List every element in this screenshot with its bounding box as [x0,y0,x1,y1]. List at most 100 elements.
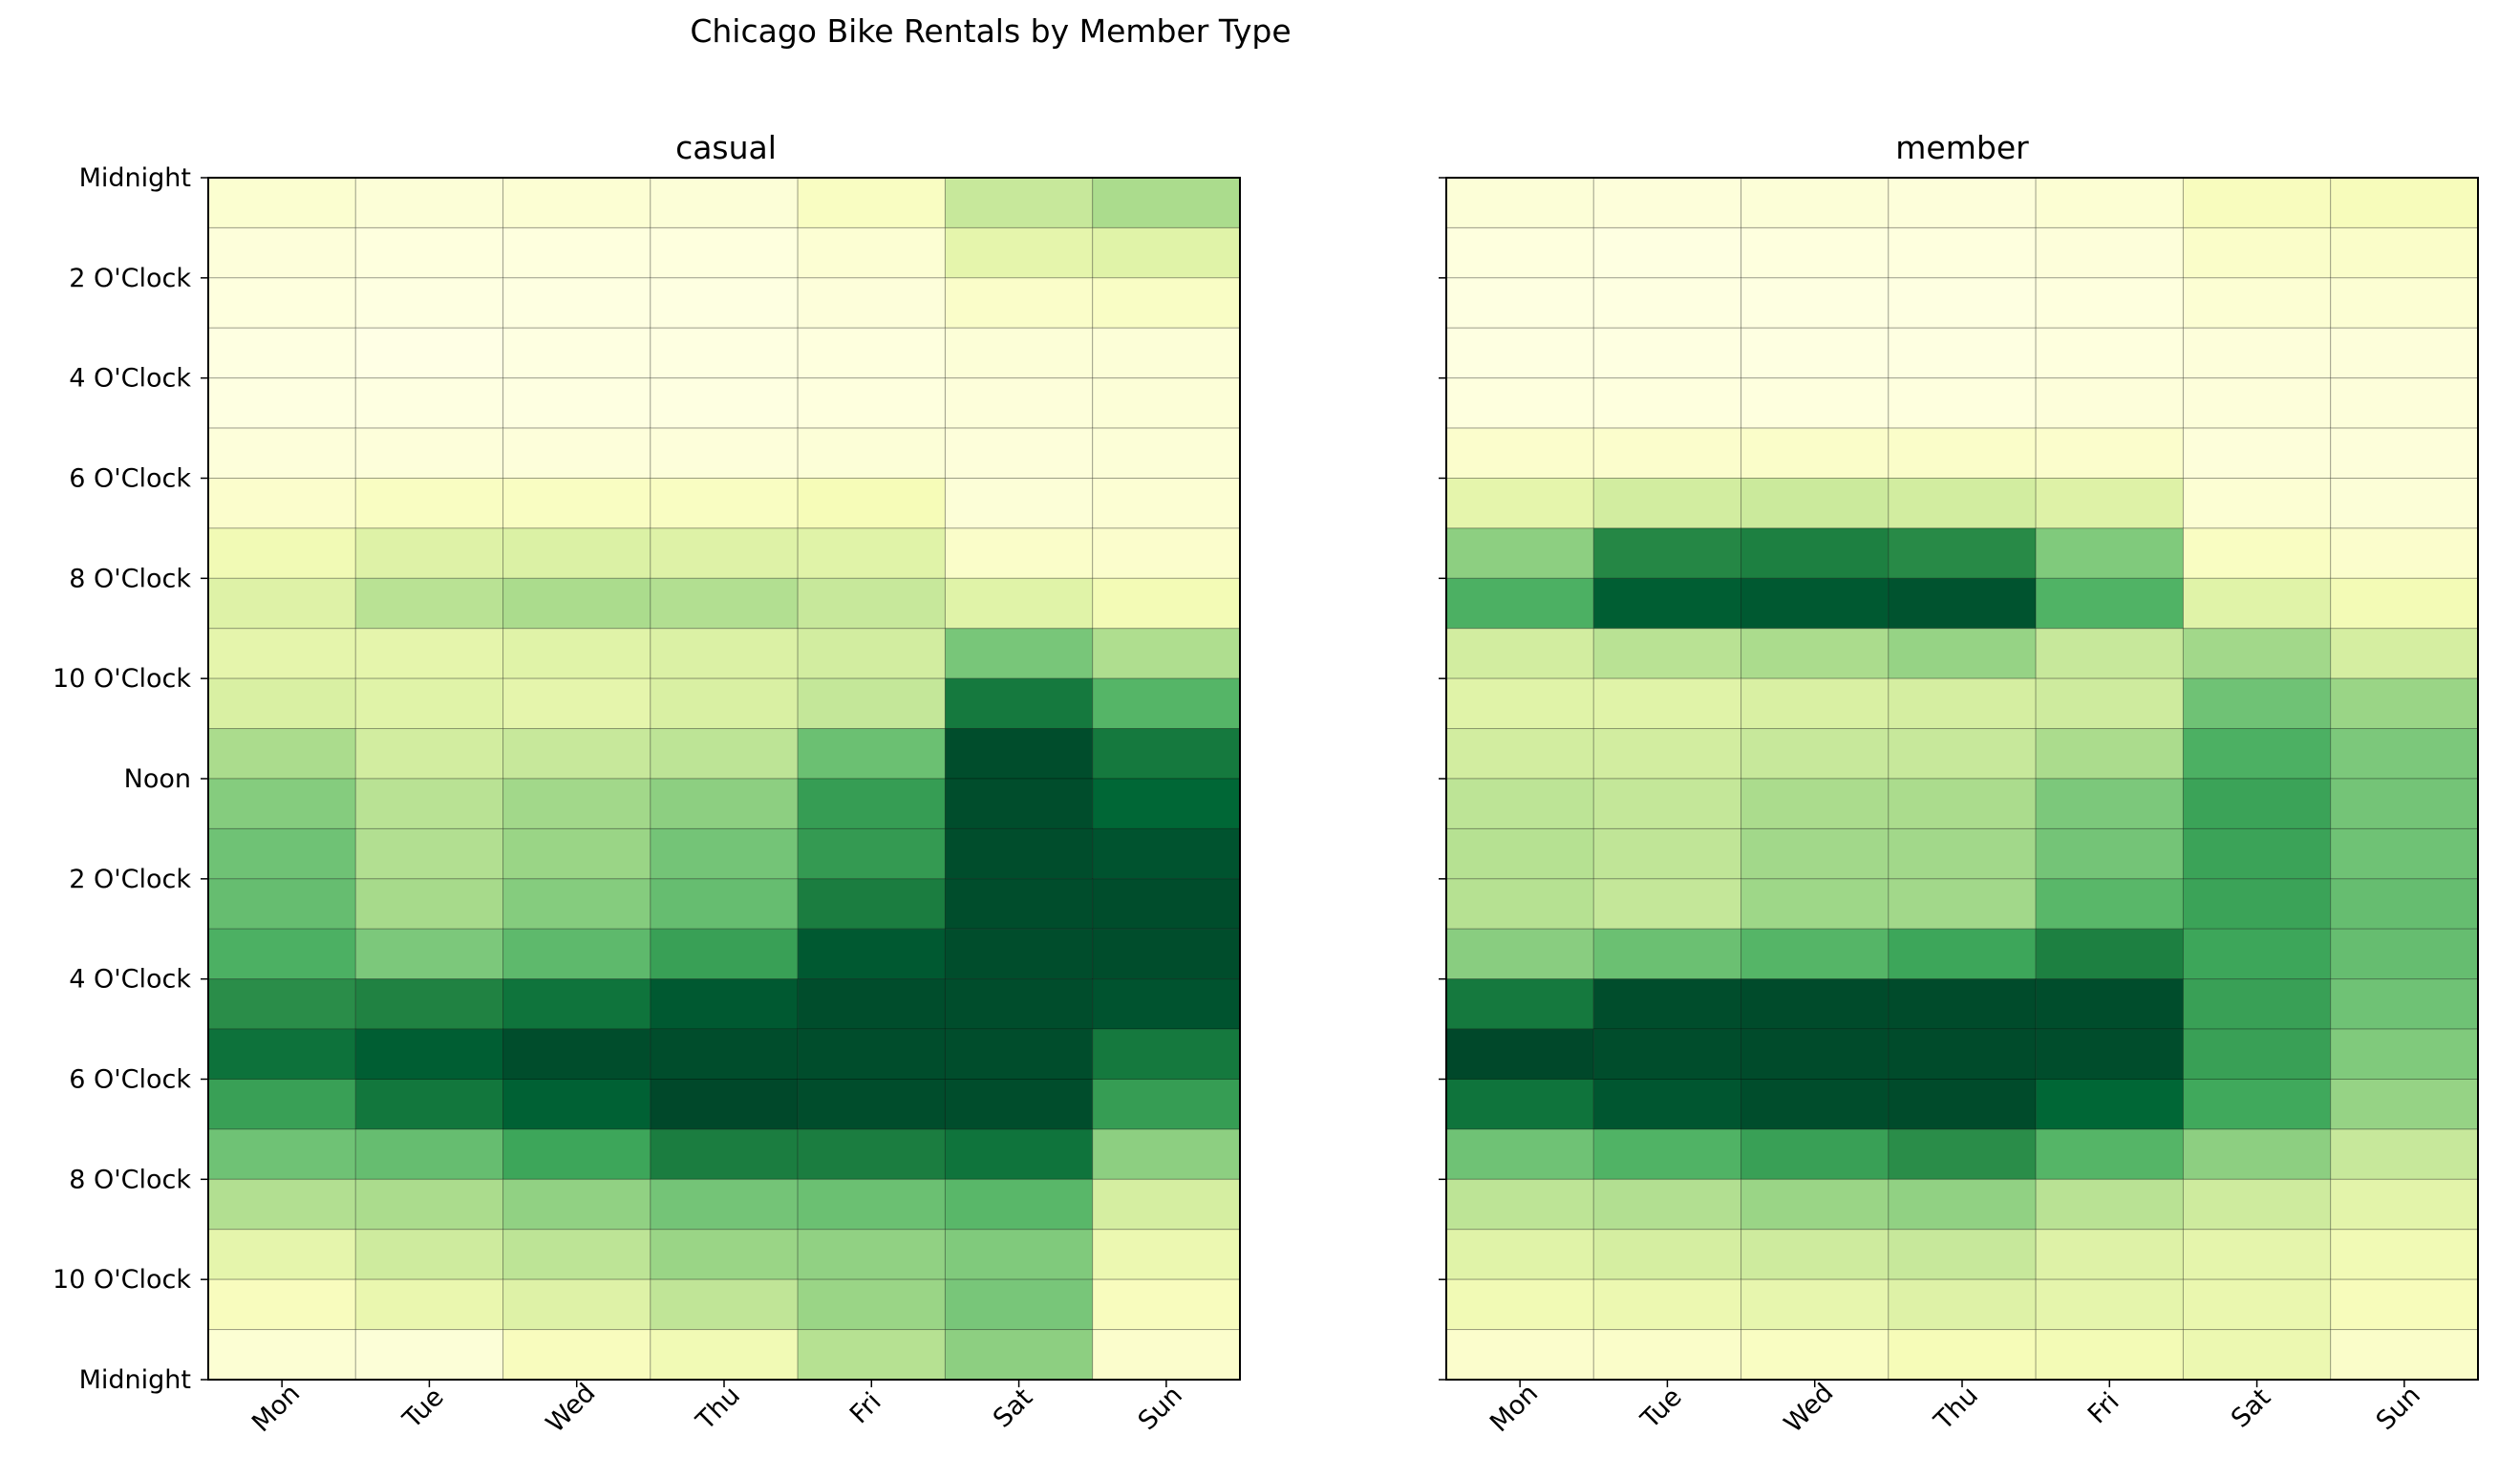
heatmap-cell [2035,1178,2184,1231]
heatmap-cell [502,827,651,880]
heatmap-cell [2035,827,2184,880]
heatmap-cell [1592,1128,1742,1180]
heatmap-cell [1741,1329,1890,1381]
heatmap-cell [1092,778,1241,829]
heatmap-cell [797,1278,946,1331]
heatmap-cell [502,478,651,529]
heatmap-cell [1092,177,1241,228]
heatmap-cell [1592,1178,1742,1231]
heatmap-cell [650,878,799,930]
heatmap-cell [1888,978,2037,1030]
heatmap-cell [1741,1079,1890,1130]
heatmap-cell [1092,1229,1241,1280]
heatmap-cell [1741,978,1890,1030]
heatmap-cell [797,1178,946,1231]
heatmap-cell [1592,427,1742,480]
heatmap-cell [1445,226,1594,279]
heatmap-cell [1888,1028,2037,1081]
y-tick-label: 6 O'Clock [69,1065,191,1095]
cells-casual [207,177,1241,1381]
heatmap-cell [1741,427,1890,480]
heatmap-cell [207,928,356,980]
heatmap-cell [1888,1329,2037,1381]
heatmap-cell [2035,226,2184,279]
heatmap-cell [1741,1128,1890,1180]
heatmap-cell [1741,527,1890,579]
heatmap-cell [1888,177,2037,228]
heatmap-cell [797,327,946,379]
heatmap-cell [207,427,356,480]
heatmap-cell [354,778,504,829]
y-axis-casual: Midnight 2 O'Clock 4 O'Clock 6 O'Clock 8 O'C… [53,163,208,1395]
heatmap-cell [207,1028,356,1081]
plot-frame [1445,177,2479,1381]
heatmap-cell [1592,827,1742,880]
heatmap-cell [354,628,504,679]
heatmap-cell [354,878,504,930]
heatmap-cell [2182,1079,2332,1130]
heatmap-cell [2330,677,2479,730]
heatmap-cell [2035,677,2184,730]
heatmap-cell [1592,928,1742,980]
heatmap-cell [650,1028,799,1081]
heatmap-cell [1445,677,1594,730]
heatmap-cell [502,878,651,930]
heatmap-cell [797,277,946,329]
heatmap-cell [1092,327,1241,379]
heatmap-cell [354,677,504,730]
heatmap-cell [354,277,504,329]
heatmap-cell [502,527,651,579]
heatmap-cell [1092,677,1241,730]
heatmap-cell [1741,628,1890,679]
heatmap-cell [944,427,1094,480]
heatmap-cell [1445,527,1594,579]
heatmap-cell [1888,677,2037,730]
panel-title-member: member [1895,129,2029,166]
heatmap-cell [354,226,504,279]
heatmap-cell [650,377,799,429]
heatmap-cell [2330,1128,2479,1180]
heatmap-cell [207,1178,356,1231]
heatmap-cell [502,377,651,429]
heatmap-cell [1445,827,1594,880]
heatmap-cell [797,226,946,279]
heatmap-cell [2330,226,2479,279]
x-tick-label: Wed [1779,1378,1840,1439]
heatmap-cell [1888,427,2037,480]
heatmap-cell [354,1229,504,1280]
x-tick-label: Wed [541,1378,602,1439]
heatmap-cell [502,1178,651,1231]
heatmap-cell [1592,1329,1742,1381]
heatmap-cell [1092,827,1241,880]
heatmap-cell [2330,827,2479,880]
heatmap-cell [1592,978,1742,1030]
heatmap-cell [1092,878,1241,930]
heatmap-cell [797,878,946,930]
heatmap-cell [502,1329,651,1381]
heatmap-cell [2330,277,2479,329]
heatmap-cell [1092,527,1241,579]
x-tick-label: Thu [1928,1381,1983,1436]
heatmap-cell [944,1278,1094,1331]
heatmap-cell [2182,728,2332,780]
heatmap-cell [2182,377,2332,429]
x-tick-label: Sun [2371,1381,2426,1436]
x-tick-label: Sun [1133,1381,1188,1436]
heatmap-cell [2330,1178,2479,1231]
heatmap-cell [207,1079,356,1130]
heatmap-cell [2330,527,2479,579]
heatmap-cell [944,177,1094,228]
heatmap-cell [797,427,946,480]
heatmap-cell [2182,778,2332,829]
heatmap-cell [207,1128,356,1180]
heatmap-cell [2182,226,2332,279]
heatmap-cell [2182,1278,2332,1331]
heatmap-cell [502,677,651,730]
heatmap-cell [1592,377,1742,429]
heatmap-cell [797,1079,946,1130]
heatmap-cell [1092,1178,1241,1231]
heatmap-cell [1445,177,1594,228]
heatmap-cell [2035,1329,2184,1381]
heatmap-cell [650,778,799,829]
heatmap-cell [944,478,1094,529]
